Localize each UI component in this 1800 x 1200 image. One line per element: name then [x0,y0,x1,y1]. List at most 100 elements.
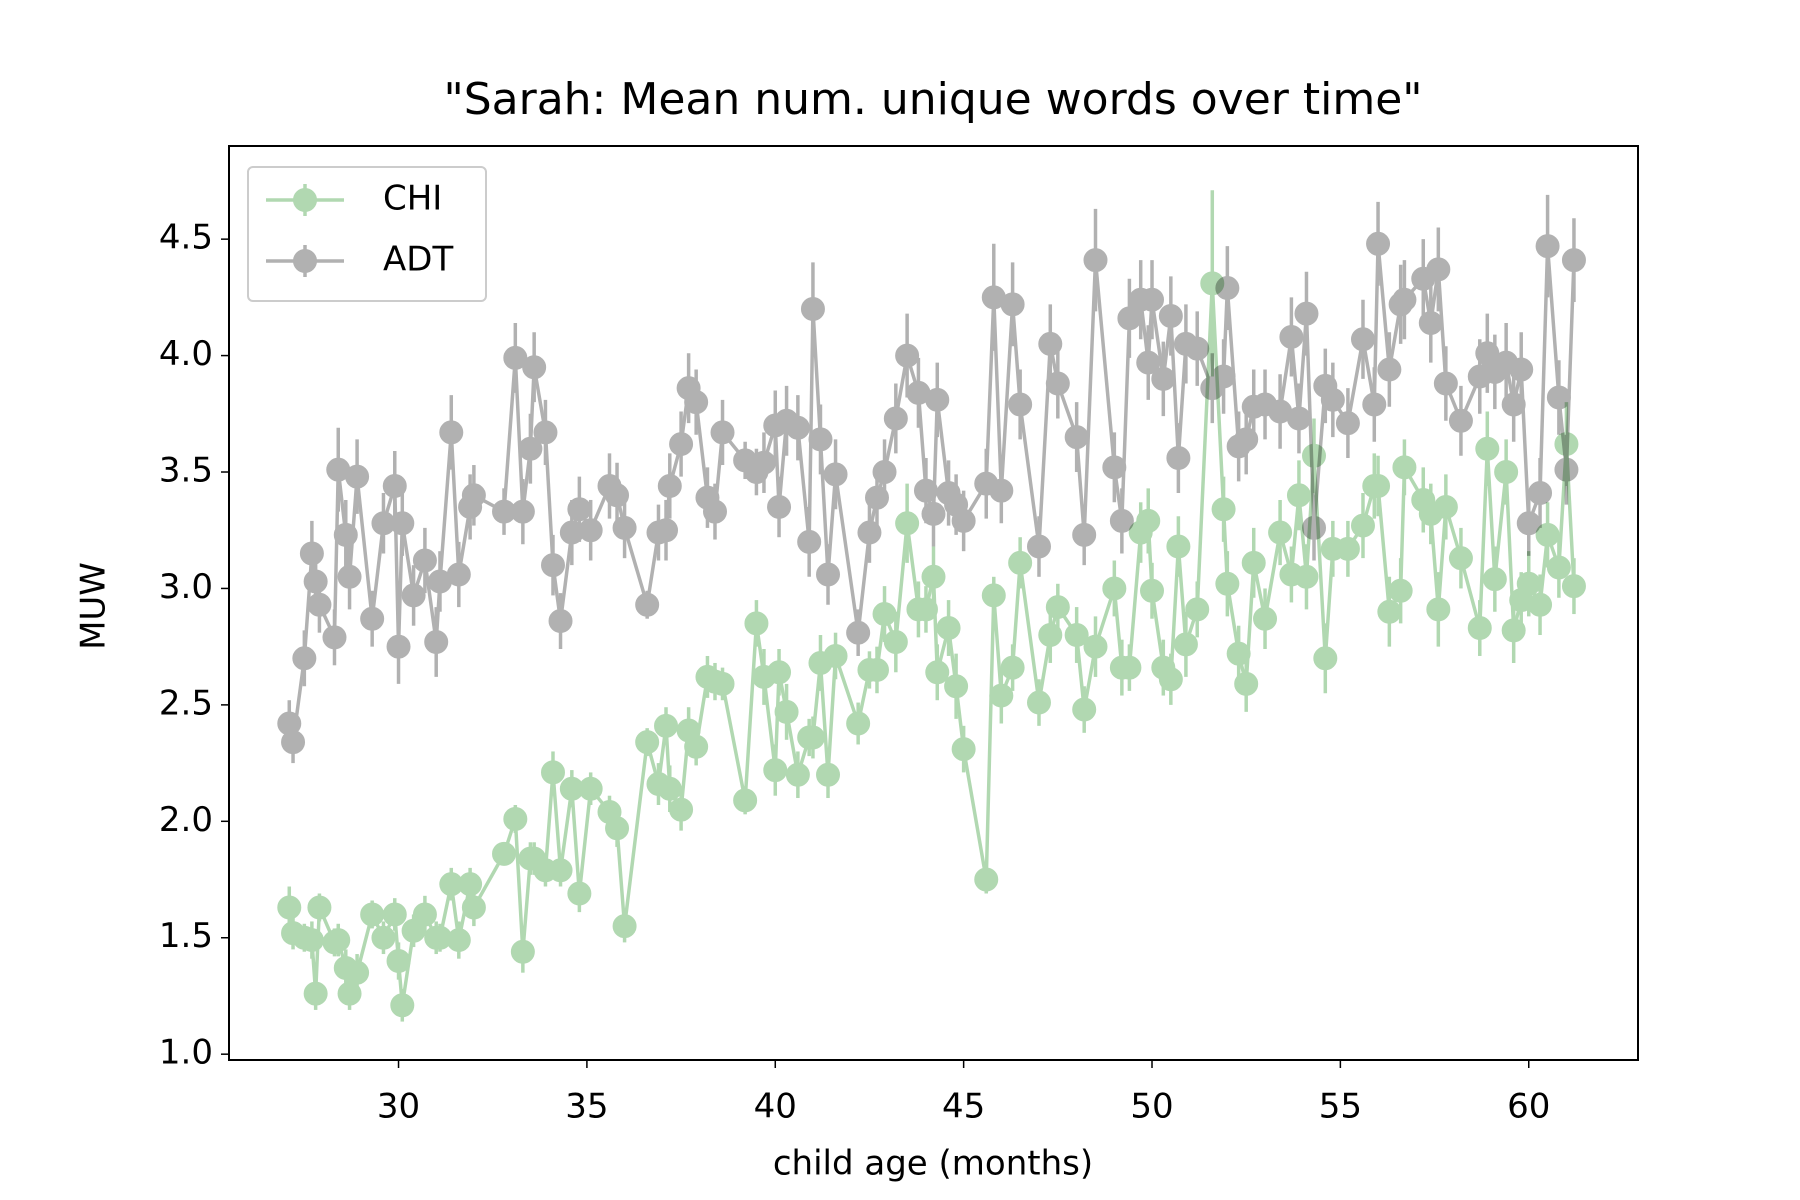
data-point [1117,306,1142,331]
series-line [287,283,1576,1006]
data-point [1045,595,1070,620]
data-point [326,928,351,953]
data-point [635,730,660,755]
data-point [1226,434,1251,459]
data-point [1561,574,1586,599]
data-point [326,457,351,482]
data-point [567,497,592,522]
data-point [401,583,426,608]
data-point [710,671,735,696]
data-point [872,602,897,627]
data-point [1286,406,1311,431]
data-point [808,650,833,675]
data-point [382,902,407,927]
data-point [1026,534,1051,559]
data-point [1411,266,1436,291]
data-point [345,960,370,985]
data-point [1072,522,1097,547]
data-point [1279,562,1304,587]
data-point [1433,371,1458,396]
data-point [605,816,630,841]
data-point [446,928,471,953]
data-point [605,483,630,508]
data-point [1388,292,1413,317]
data-point [1000,655,1025,680]
data-point [676,718,701,743]
data-point [299,541,324,566]
data-point [1546,385,1571,410]
data-point [458,872,483,897]
data-point [1151,366,1176,391]
data-point [1158,667,1183,692]
data-point [774,408,799,433]
data-point [1200,271,1225,296]
data-point [1109,508,1134,533]
data-point [281,730,306,755]
data-point [1185,336,1210,361]
data-point [322,625,347,650]
data-point [1411,487,1436,512]
data-point [1253,392,1278,417]
data-point [1377,599,1402,624]
data-point [510,939,535,964]
data-point [1136,508,1161,533]
y-tick-label: 1.5 [159,916,213,956]
data-point [1335,411,1360,436]
data-point [1475,436,1500,461]
data-point [1362,392,1387,417]
x-tick-label: 40 [754,1087,797,1127]
data-point [412,548,437,573]
data-point [1166,534,1191,559]
data-point [763,413,788,438]
data-point [883,630,908,655]
data-point [895,511,920,536]
data-point [1509,357,1534,382]
data-point [1045,371,1070,396]
y-tick-label: 4.5 [159,218,213,258]
data-point [857,520,882,545]
data-point [944,492,969,517]
data-point [1268,520,1293,545]
data-point [1241,394,1266,419]
data-point [989,478,1014,503]
data-point [345,464,370,489]
data-point [371,511,396,536]
data-point [303,981,328,1006]
x-tick-label: 60 [1507,1087,1550,1127]
data-point [684,734,709,759]
data-point [702,499,727,524]
data-point [676,376,701,401]
data-point [1226,641,1251,666]
data-point [412,902,437,927]
data-point [446,562,471,587]
data-point [710,420,735,445]
data-point [277,711,302,736]
legend-marker [293,249,317,273]
data-point [1083,634,1108,659]
data-point [846,620,871,645]
data-point [1302,443,1327,468]
data-point [1366,231,1391,256]
data-point [744,611,769,636]
data-point [533,858,558,883]
data-point [1467,364,1492,389]
data-point [360,606,385,631]
plot-frame [228,145,1639,1061]
data-point [533,420,558,445]
data-point [1554,432,1579,457]
data-point [427,569,452,594]
y-tick-label: 2.5 [159,683,213,723]
data-point [458,494,483,519]
data-point [1173,632,1198,657]
data-point [823,462,848,487]
y-tick-label: 1.0 [159,1033,213,1073]
data-point [386,949,411,974]
data-point [1448,546,1473,571]
data-point [307,895,332,920]
data-point [518,846,543,871]
data-point [612,515,637,540]
data-point [1102,576,1127,601]
data-point [510,499,535,524]
data-point [439,420,464,445]
